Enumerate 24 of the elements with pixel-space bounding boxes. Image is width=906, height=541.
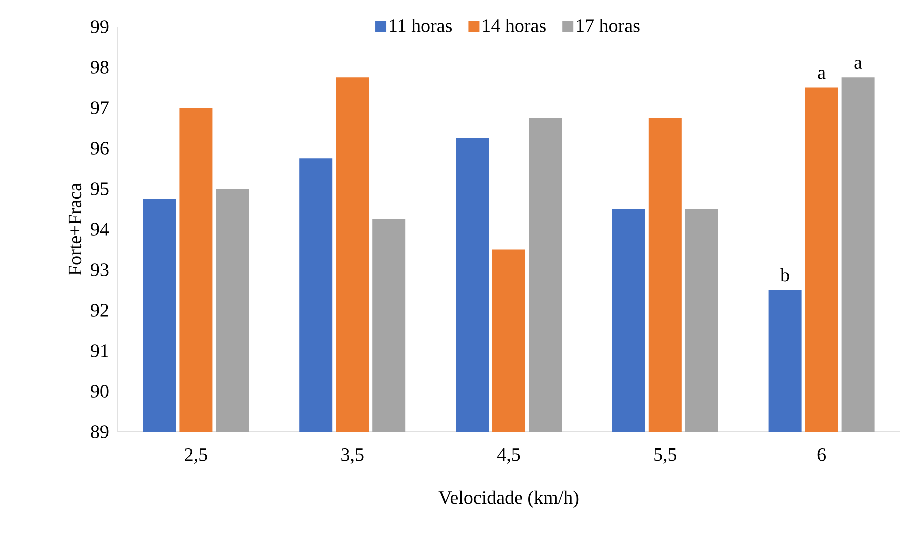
y-tick-label: 94 [91,223,110,236]
y-tick-label: 90 [91,385,109,398]
annotation: a [854,60,862,70]
y-tick-label: 95 [91,182,109,196]
x-tick-label: 3,5 [342,448,364,464]
y-tick-label: 97 [91,102,109,114]
legend-label: 11 horas [390,18,452,32]
y-tick-label: 96 [91,142,109,155]
x-tick-label: 6 [818,448,826,462]
y-tick-label: 89 [91,426,109,438]
y-axis-title: Forte+Fraca [68,183,82,276]
y-tick-label: 91 [91,344,108,358]
y-tick-label: 92 [91,304,108,317]
annotation: b [780,268,790,282]
legend-label: 14 horas [483,18,546,32]
x-tick-label: 5,5 [654,448,677,464]
y-tick-label: 99 [91,20,109,34]
x-axis-title: Velocidade (km/h) [438,490,579,508]
y-tick-label: 93 [91,264,109,276]
legend-label: 17 horas [577,18,640,32]
x-tick-label: 4,5 [498,448,520,464]
y-tick-label: 98 [91,61,109,74]
x-tick-label: 2,5 [185,448,208,464]
annotation: a [818,70,826,80]
